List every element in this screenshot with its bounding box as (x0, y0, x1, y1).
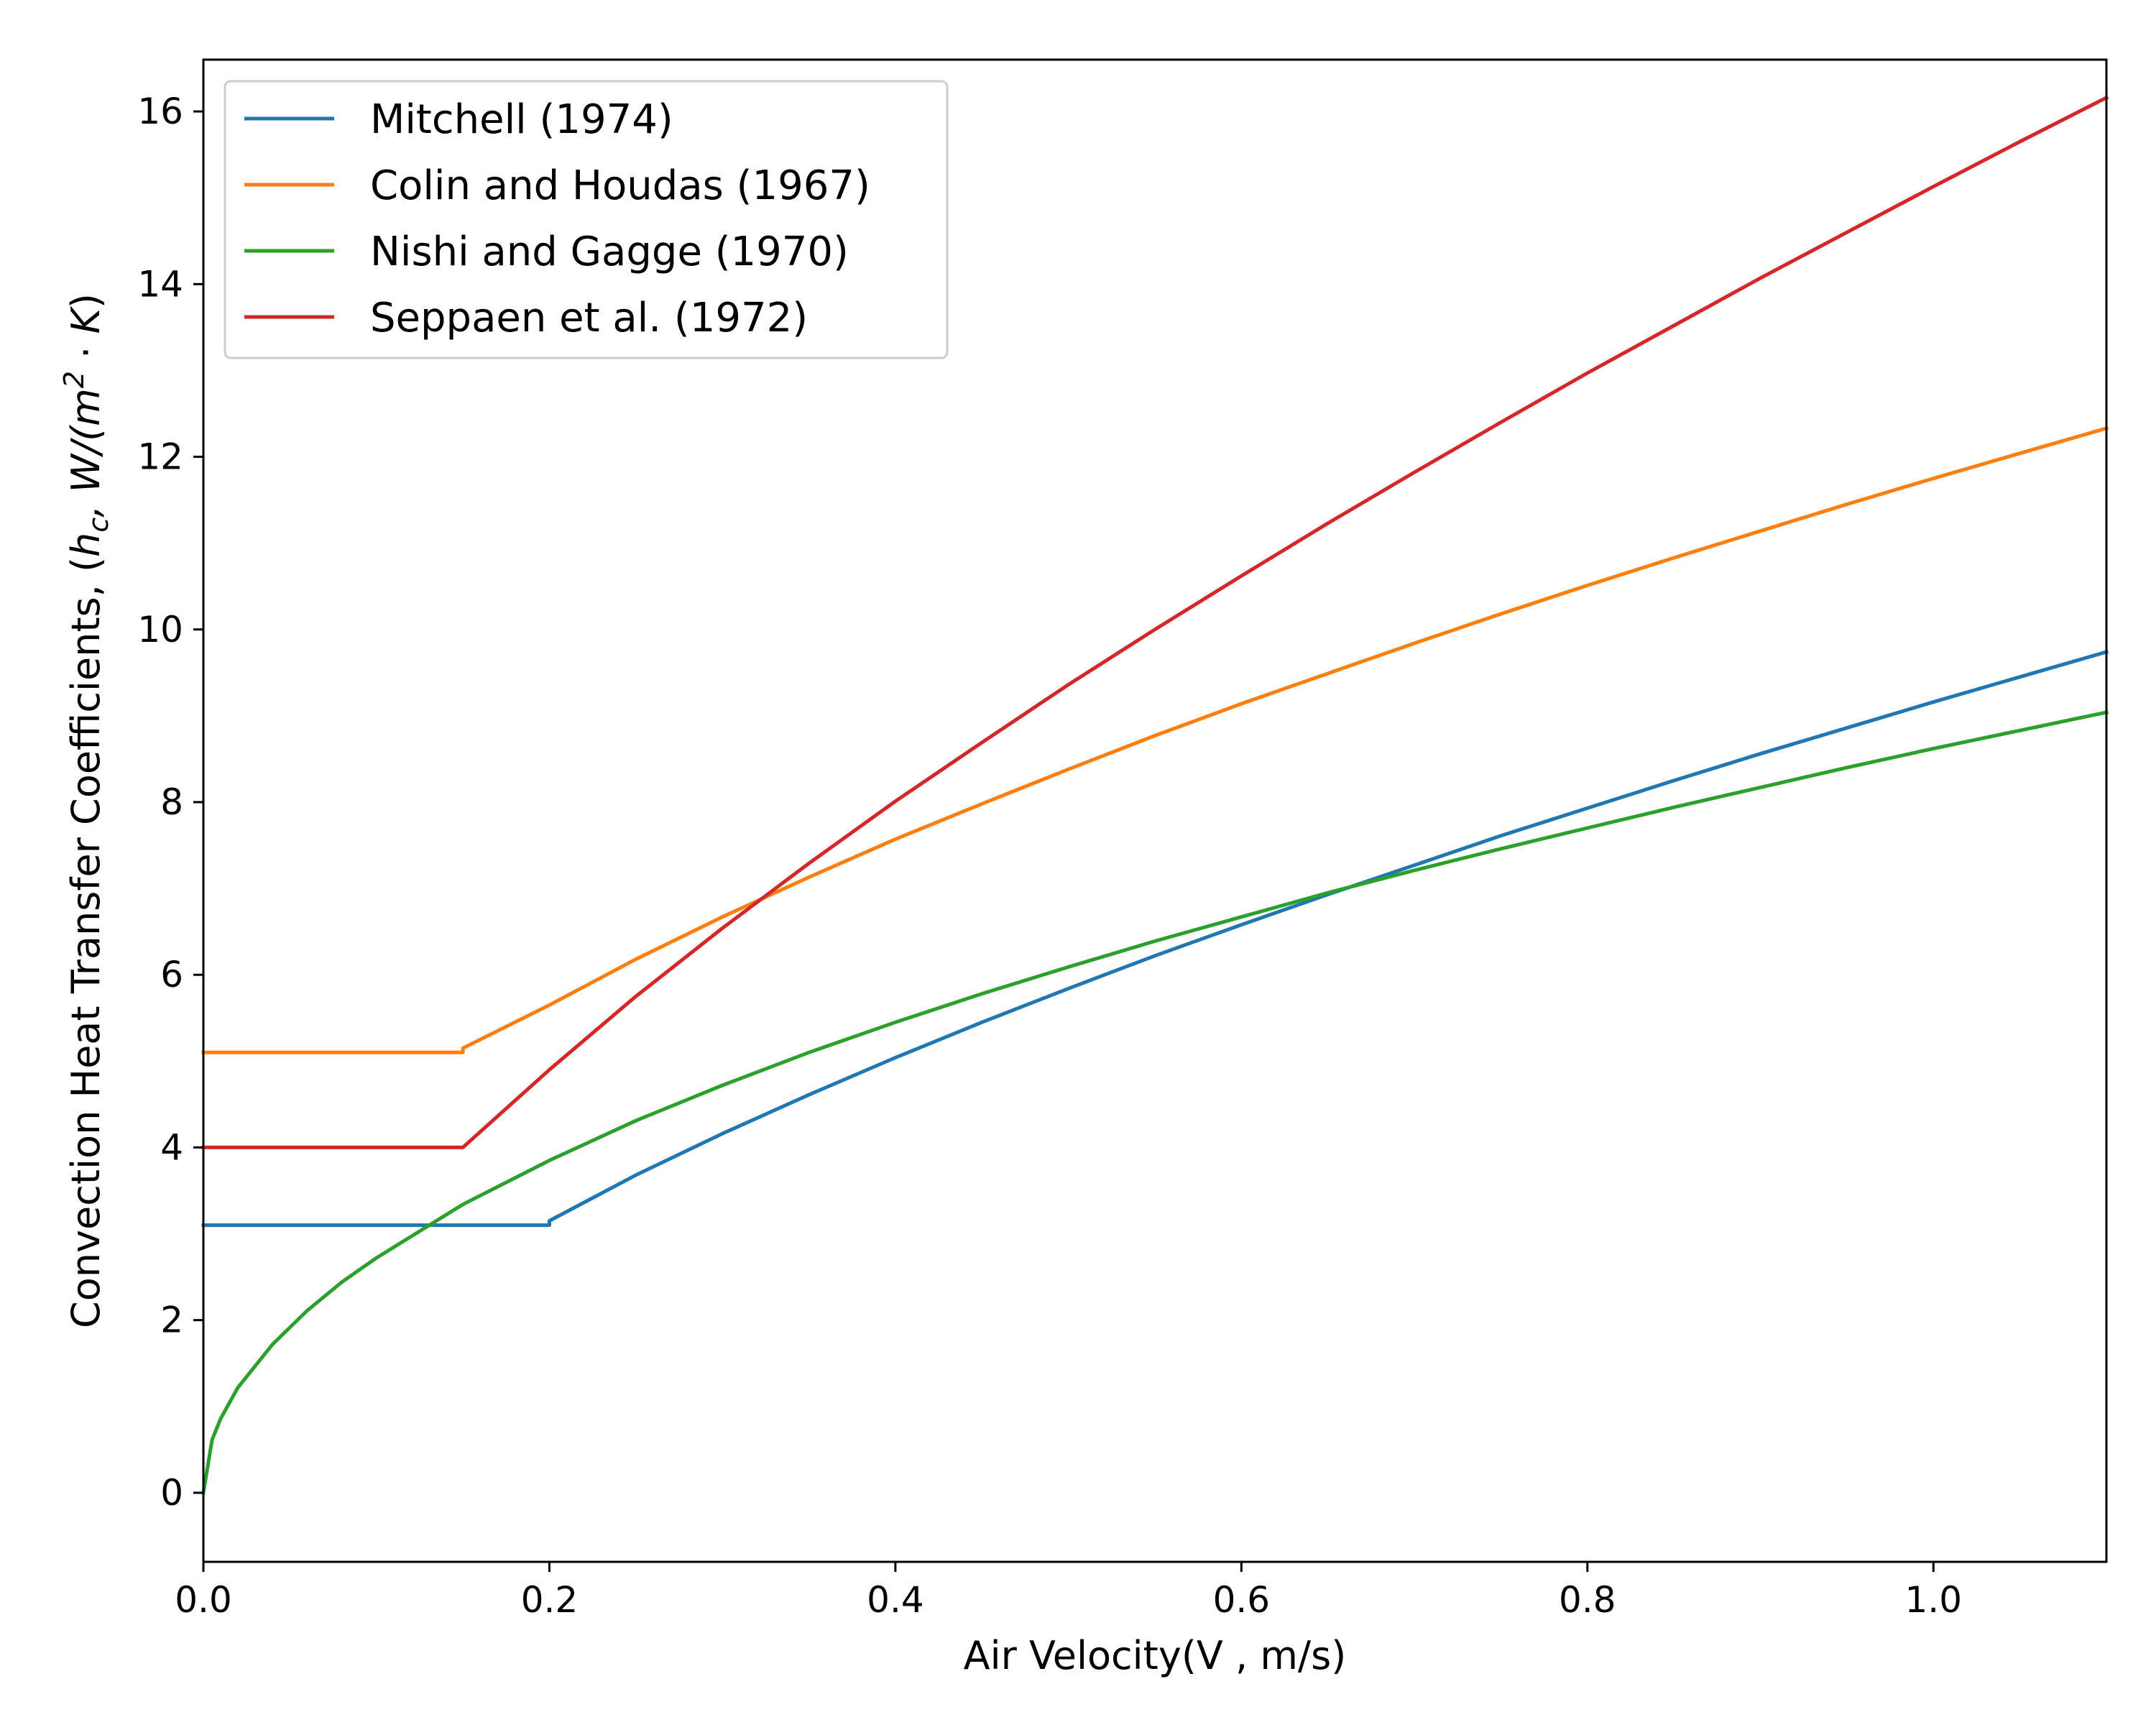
x-tick-label: 0.6 (1213, 1579, 1271, 1621)
x-axis: 0.0 0.2 0.4 0.6 0.8 1.0 (175, 1562, 1962, 1621)
series-line-3 (201, 710, 2109, 1495)
legend-label: Seppaen et al. (1972) (370, 295, 808, 341)
series-line-2 (201, 426, 2109, 1054)
legend: Mitchell (1974) Colin and Houdas (1967) Ni… (224, 80, 949, 359)
y-tick-label: 2 (160, 1300, 183, 1341)
x-axis-label: Air Velocity(V , m/s) (964, 1633, 1347, 1678)
y-tick-label: 14 (137, 263, 183, 305)
legend-label: Nishi and Gagge (1970) (370, 229, 849, 275)
legend-label: Colin and Houdas (1967) (370, 162, 870, 209)
series-line-4 (201, 95, 2109, 1149)
legend-label: Mitchell (1974) (370, 96, 673, 143)
x-tick-label: 0.8 (1559, 1579, 1616, 1621)
y-tick-label: 4 (160, 1126, 183, 1168)
y-tick-label: 6 (160, 954, 183, 995)
plot-lines (201, 95, 2109, 1495)
y-tick-label: 0 (160, 1472, 183, 1514)
y-tick-label: 10 (137, 609, 183, 650)
series-line-1 (201, 649, 2109, 1228)
x-tick-label: 0.4 (867, 1579, 924, 1621)
y-axis-label: Convection Heat Transfer Coefficients, (… (58, 293, 114, 1328)
x-tick-label: 0.0 (175, 1579, 232, 1621)
x-tick-label: 1.0 (1905, 1579, 1963, 1621)
x-tick-label: 0.2 (521, 1579, 579, 1621)
axes-frame (202, 58, 2108, 1563)
y-tick-label: 8 (160, 781, 183, 823)
y-tick-label: 12 (137, 436, 183, 478)
y-tick-label: 16 (137, 91, 183, 132)
y-axis: 0 2 4 6 8 10 12 14 16 (137, 91, 203, 1514)
legend-box (224, 80, 949, 359)
